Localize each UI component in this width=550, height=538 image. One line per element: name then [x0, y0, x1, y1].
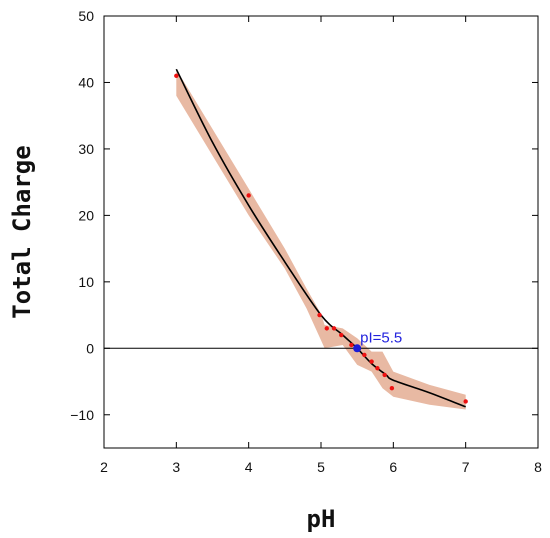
y-tick-label: −10	[70, 407, 94, 423]
plot-area	[104, 16, 538, 448]
x-axis-title: pH	[307, 505, 336, 533]
data-points	[174, 73, 468, 404]
y-tick-label: 20	[78, 207, 94, 223]
data-point	[339, 332, 344, 338]
data-point	[317, 312, 322, 318]
data-point	[463, 399, 468, 404]
data-point	[362, 352, 367, 358]
data-point	[331, 326, 337, 331]
x-tick-label: 6	[389, 459, 397, 475]
x-axis-ticks: 2 3 4 5 6 7 8	[100, 16, 542, 475]
data-point	[349, 342, 354, 348]
y-axis-ticks: −10 0 10 20 30 40 50	[70, 8, 538, 423]
x-tick-label: 3	[172, 459, 180, 475]
data-point	[375, 366, 380, 371]
data-point	[174, 73, 179, 79]
data-point	[324, 326, 329, 331]
x-tick-label: 5	[317, 459, 325, 475]
x-tick-label: 8	[534, 459, 542, 475]
data-point	[369, 359, 374, 364]
isoelectric-point-label: pI=5.5	[360, 329, 402, 346]
fit-curve	[175, 68, 466, 408]
y-tick-label: 50	[78, 8, 94, 24]
y-axis-title: Total Charge	[8, 145, 36, 318]
y-tick-label: 30	[78, 141, 94, 157]
data-point	[389, 385, 395, 391]
y-tick-label: 40	[78, 74, 94, 90]
y-tick-label: 0	[86, 340, 94, 356]
y-tick-label: 10	[78, 274, 94, 290]
data-point	[382, 372, 387, 378]
data-point	[246, 193, 251, 198]
x-tick-label: 2	[100, 459, 108, 475]
x-tick-label: 7	[462, 459, 470, 475]
isoelectric-point-marker	[353, 344, 362, 353]
x-tick-label: 4	[245, 459, 253, 475]
